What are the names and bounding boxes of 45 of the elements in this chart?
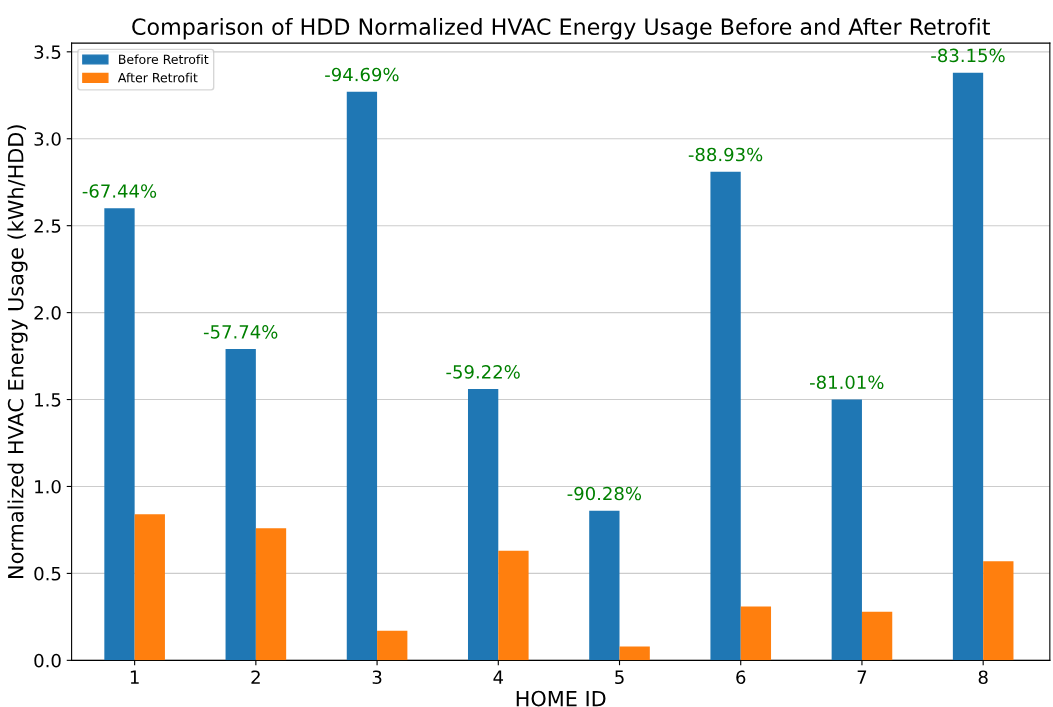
- y-tick-label: 2.0: [34, 306, 61, 320]
- legend-label: After Retrofit: [117, 72, 198, 83]
- bar: [346, 91, 378, 661]
- legend-label: Before Retrofit: [119, 54, 209, 65]
- annotation: -94.69%: [325, 67, 399, 82]
- x-tick-label: 6: [736, 670, 746, 685]
- annotation: -88.93%: [688, 147, 763, 162]
- bar: [740, 606, 772, 661]
- annotation: -90.28%: [567, 486, 642, 501]
- bar: [377, 630, 408, 661]
- bar: [255, 528, 287, 661]
- x-tick-label: 3: [372, 670, 382, 685]
- bar: [710, 171, 741, 661]
- x-tick-label: 8: [978, 670, 988, 685]
- y-tick-label: 3.5: [34, 45, 61, 59]
- y-axis-title: Normalized HVAC Energy Usage (kWh/HDD): [7, 125, 28, 578]
- bar: [983, 561, 1014, 661]
- bar: [104, 208, 135, 661]
- annotation: -57.74%: [203, 325, 278, 339]
- annotation: -67.44%: [82, 184, 157, 198]
- bar: [952, 72, 984, 661]
- bar: [831, 399, 862, 661]
- y-tick-label: 0.5: [34, 566, 61, 581]
- y-tick-label: 3.0: [34, 132, 61, 146]
- x-tick-label: 5: [615, 670, 624, 685]
- bar: [589, 510, 620, 661]
- y-tick-label: 0.0: [34, 653, 61, 668]
- bar: [619, 646, 650, 661]
- y-tick-label: 2.5: [34, 219, 61, 233]
- y-tick-label: 1.5: [35, 393, 61, 407]
- x-tick-label: 1: [130, 670, 139, 684]
- x-tick-label: 2: [251, 670, 260, 684]
- bar: [467, 389, 499, 661]
- chart-title: Comparison of HDD Normalized HVAC Energy Usage Before and After Retrofit: [132, 17, 990, 40]
- x-axis-title: HOME ID: [516, 690, 606, 707]
- bar: [498, 550, 529, 661]
- annotation: -81.01%: [810, 375, 884, 390]
- bar: [134, 514, 165, 661]
- x-tick-label: 4: [493, 670, 504, 684]
- bar: [225, 349, 256, 661]
- bar: [861, 611, 893, 661]
- annotation: -83.15%: [931, 48, 1005, 63]
- annotation: -59.22%: [446, 365, 520, 379]
- x-tick-label: 7: [857, 670, 867, 684]
- y-tick-label: 1.0: [35, 479, 61, 494]
